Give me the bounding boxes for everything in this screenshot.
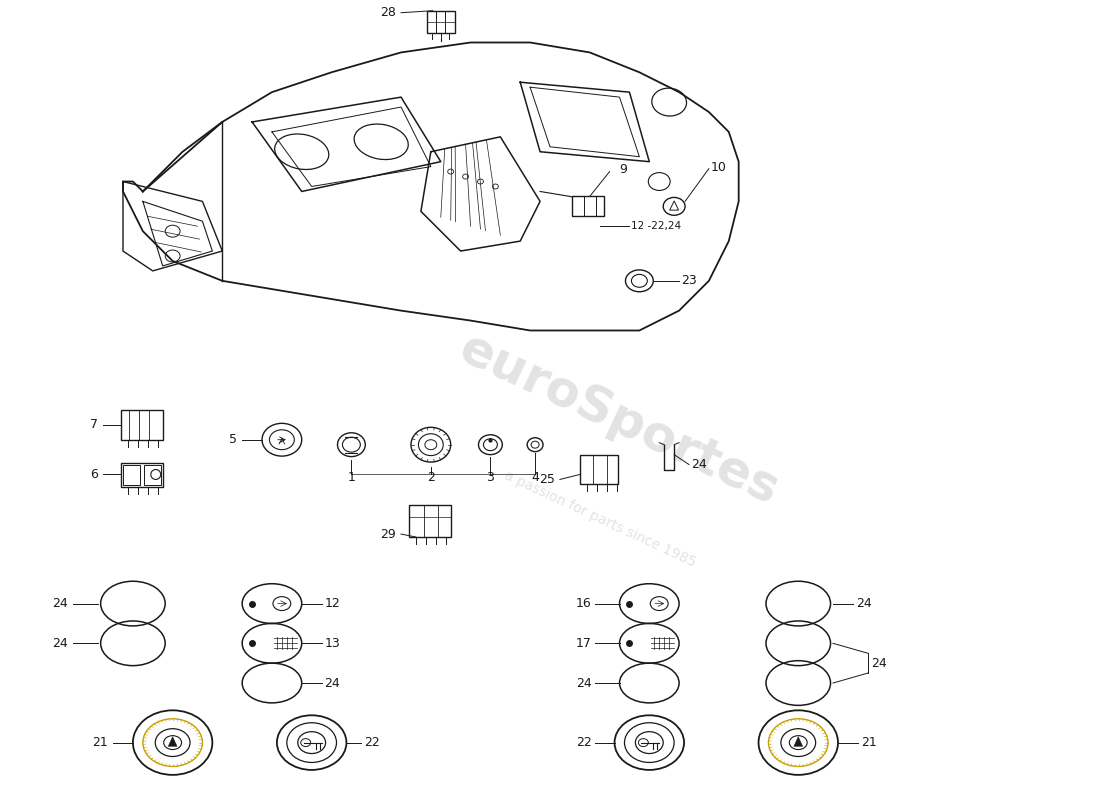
Text: 24: 24 — [871, 657, 887, 670]
Text: a passion for parts since 1985: a passion for parts since 1985 — [502, 469, 697, 570]
Text: 2: 2 — [427, 471, 434, 484]
Text: 23: 23 — [681, 274, 696, 287]
Bar — [580, 454, 617, 485]
Text: 22: 22 — [364, 736, 380, 749]
Polygon shape — [794, 737, 803, 746]
Bar — [427, 10, 454, 33]
Text: 24: 24 — [53, 637, 68, 650]
Text: 1: 1 — [348, 471, 355, 484]
Text: 13: 13 — [324, 637, 340, 650]
Text: 24: 24 — [856, 597, 871, 610]
Text: 12: 12 — [324, 597, 340, 610]
Text: 21: 21 — [861, 736, 877, 749]
Text: 24: 24 — [691, 458, 707, 471]
Text: 9: 9 — [619, 163, 627, 176]
Text: 28: 28 — [381, 6, 396, 19]
Text: 5: 5 — [229, 434, 238, 446]
Bar — [409, 506, 451, 537]
Text: 4: 4 — [531, 471, 539, 484]
Bar — [121, 462, 163, 487]
Text: 16: 16 — [576, 597, 592, 610]
Text: 22: 22 — [576, 736, 592, 749]
Text: 10: 10 — [711, 161, 727, 174]
Text: 12 -22,24: 12 -22,24 — [631, 222, 682, 231]
Text: 6: 6 — [90, 468, 98, 481]
Polygon shape — [168, 737, 177, 746]
Text: 25: 25 — [539, 473, 556, 486]
Text: 24: 24 — [324, 677, 340, 690]
Text: 7: 7 — [90, 418, 98, 431]
Bar — [121, 410, 163, 440]
Text: 3: 3 — [486, 471, 494, 484]
Text: 29: 29 — [381, 527, 396, 541]
Bar — [572, 197, 604, 216]
Text: euroSportes: euroSportes — [452, 325, 786, 515]
Text: 24: 24 — [576, 677, 592, 690]
Text: 21: 21 — [92, 736, 108, 749]
Text: 17: 17 — [575, 637, 592, 650]
Bar — [144, 465, 161, 486]
Bar — [123, 465, 140, 486]
Text: 24: 24 — [53, 597, 68, 610]
